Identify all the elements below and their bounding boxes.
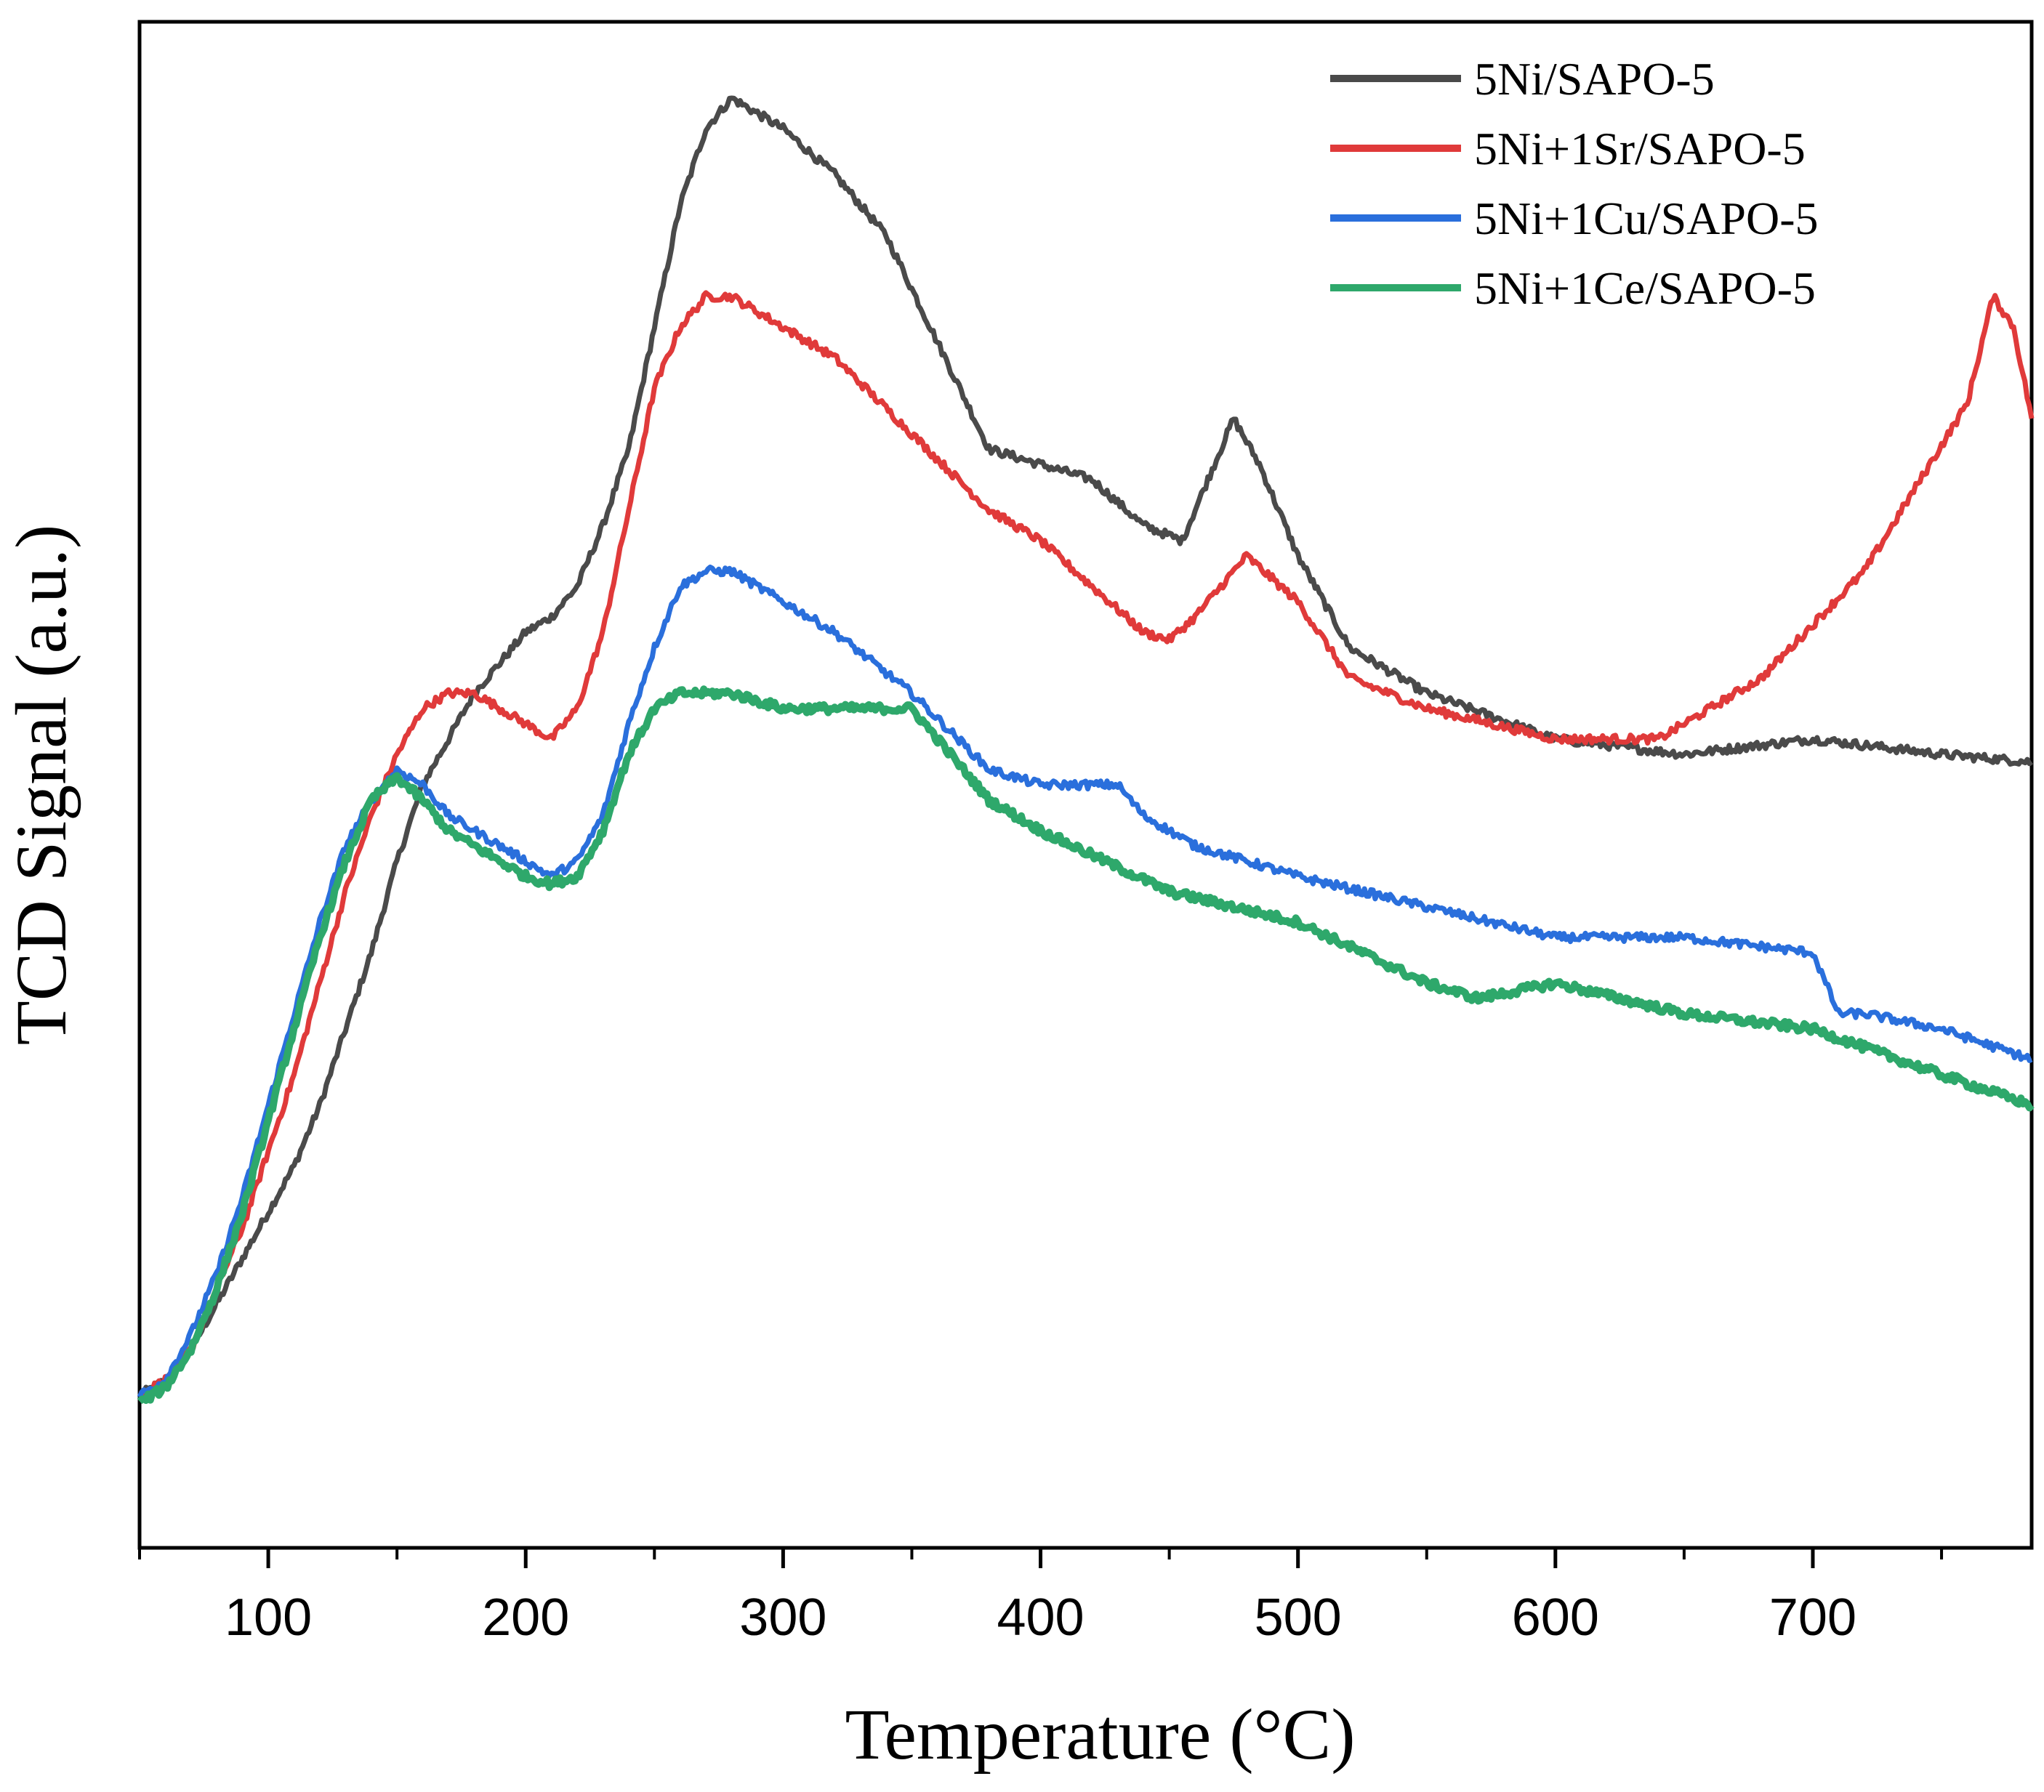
x-tick-label: 400 [997, 1589, 1084, 1647]
axes: 100 200 300 400 500 600 700 [137, 20, 2034, 1647]
x-axis-title: Temperature (°C) [845, 1694, 1355, 1775]
legend-label: 5Ni+1Ce/SAPO-5 [1474, 262, 1816, 314]
legend-label: 5Ni+1Cu/SAPO-5 [1474, 193, 1819, 244]
x-tick-label: 600 [1512, 1589, 1599, 1647]
legend-label: 5Ni/SAPO-5 [1474, 53, 1715, 105]
legend: 5Ni/SAPO-5 5Ni+1Sr/SAPO-5 5Ni+1Cu/SAPO-5 5N… [1330, 53, 1819, 314]
x-tick-label: 300 [739, 1589, 826, 1647]
x-tick-label: 500 [1255, 1589, 1342, 1647]
x-tick-label: 200 [482, 1589, 569, 1647]
series-line-2 [138, 290, 2035, 1398]
series-layer [137, 95, 2035, 1405]
series-line-3 [137, 564, 2033, 1398]
series-line-1 [137, 95, 2034, 1398]
y-axis-title: TCD Signal (a.u.) [1, 525, 81, 1046]
plot-frame [137, 20, 2034, 1550]
legend-label: 5Ni+1Sr/SAPO-5 [1474, 123, 1806, 174]
x-tick-label: 100 [225, 1589, 312, 1647]
x-tick-label: 700 [1769, 1589, 1856, 1647]
series-line-4 [137, 685, 2035, 1405]
